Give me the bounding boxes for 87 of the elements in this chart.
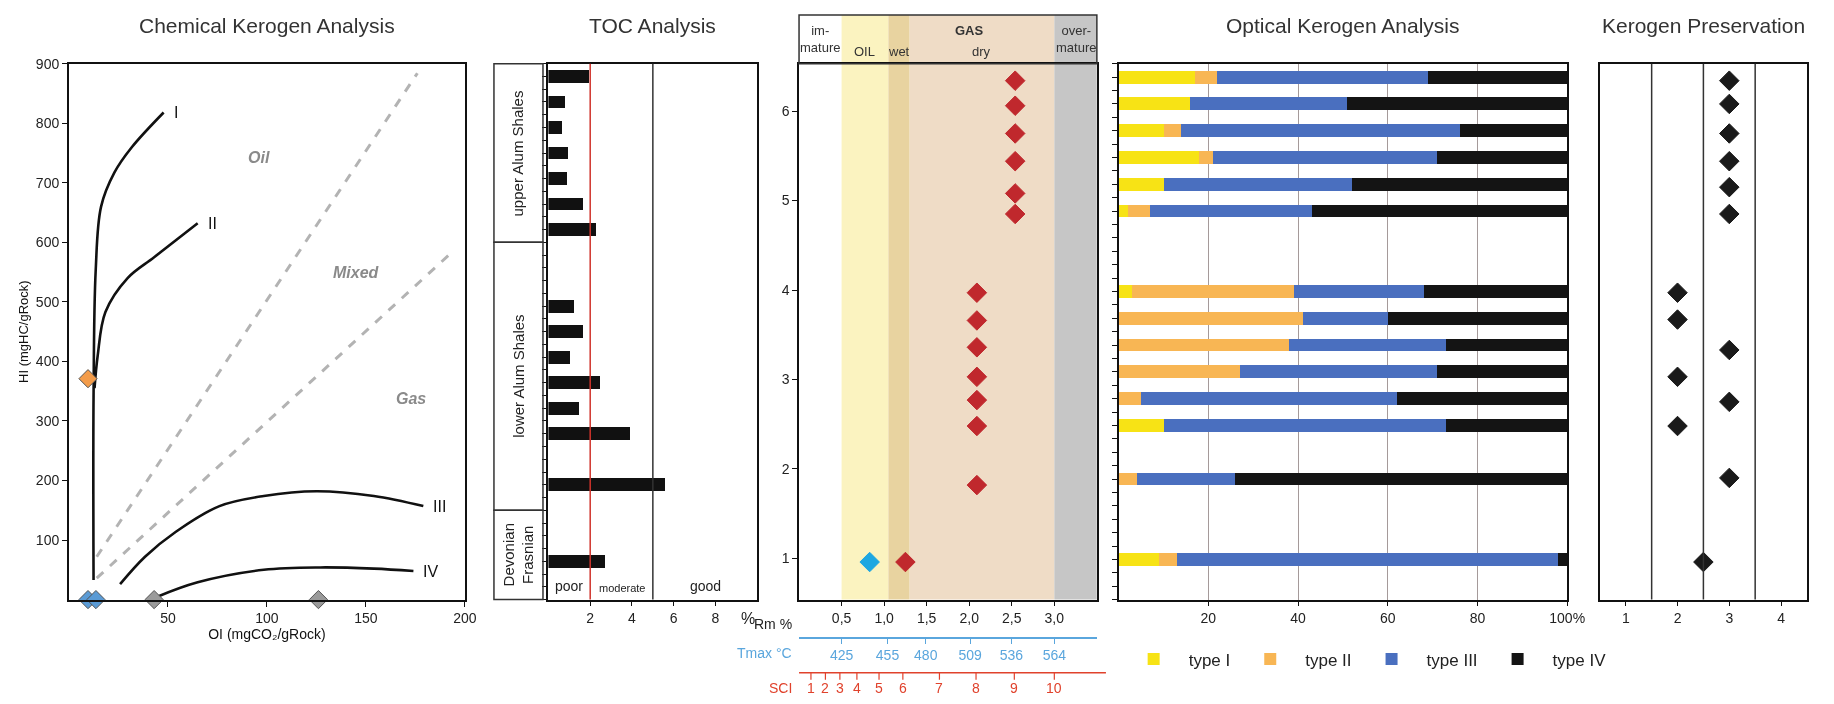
text: 10: [1046, 680, 1062, 696]
y-tick-label: 300: [35, 412, 60, 429]
text: 2: [821, 680, 829, 696]
x-tick-label: 60: [1380, 610, 1396, 627]
x2-axis-title: Tmax °C: [737, 645, 792, 661]
text: 4: [853, 680, 861, 696]
chart-title: Kerogen Preservation: [1602, 14, 1806, 37]
y-tick-label: 900: [35, 55, 60, 72]
y-tick-label: 400: [35, 353, 60, 370]
series-label: III: [433, 498, 447, 515]
x-axis-title: OI (mgCO₂/gRock): [208, 626, 326, 643]
text: 9: [1010, 680, 1018, 696]
x-tick-label: 3,0: [1044, 610, 1065, 627]
annotation: Gas: [396, 390, 427, 407]
y-tick-label: 500: [35, 293, 60, 310]
x-tick-label: 1: [1621, 610, 1630, 627]
x-tick-label: 2,5: [1002, 610, 1022, 627]
x2-tick-label: 455: [875, 647, 900, 664]
series-label: II: [208, 215, 217, 232]
annotation: good: [690, 578, 722, 594]
annotation: poor: [555, 578, 584, 594]
x-axis-title: %: [741, 610, 756, 627]
x-tick-label: 4: [628, 610, 637, 627]
y-tick-label: 200: [35, 472, 60, 489]
legend-label: type III: [1426, 650, 1478, 670]
text: 8: [972, 680, 980, 696]
x-axis-title: Rm %: [754, 616, 793, 632]
x-tick-label: 2: [586, 610, 595, 627]
x-tick-label: 8: [711, 610, 720, 627]
y-axis-title: HI (mgHC/gRock): [16, 280, 32, 383]
x-tick-label: 200: [453, 610, 477, 627]
x-tick-label: 1,0: [874, 610, 895, 627]
series-label: IV: [423, 563, 439, 580]
series-label: I: [174, 104, 179, 121]
legend-label: type IV: [1552, 650, 1607, 670]
x-tick-label: 2: [1673, 610, 1682, 627]
y-tick-label: 4: [781, 281, 790, 298]
text: SCI: [769, 680, 793, 696]
y-tick-label: 800: [35, 115, 60, 132]
x2-tick-label: 425: [829, 647, 854, 664]
y-tick-label: 2: [781, 460, 790, 477]
y-tick-label: 600: [35, 234, 60, 251]
x2-tick-label: 509: [958, 647, 983, 664]
text: GAS: [955, 23, 984, 38]
annotation: Oil: [248, 149, 270, 166]
band-label: wet: [888, 44, 910, 59]
y-tick-label: 700: [35, 174, 60, 191]
text: Devonian Frasnian: [499, 523, 537, 587]
text: lower Alum Shales: [510, 314, 528, 438]
text: 1: [807, 680, 815, 696]
y-tick-label: 3: [781, 371, 790, 388]
legend-label: type II: [1305, 650, 1352, 670]
chart-title: TOC Analysis: [589, 14, 716, 37]
chart-title: Chemical Kerogen Analysis: [139, 14, 395, 37]
chart-title: Optical Kerogen Analysis: [1226, 14, 1460, 37]
band-label: over- mature: [1056, 23, 1097, 55]
text: 3: [836, 680, 844, 696]
text: 5: [875, 680, 883, 696]
y-tick-label: 6: [781, 103, 790, 119]
x-tick-label: 100%: [1549, 610, 1586, 627]
x2-tick-label: 480: [914, 647, 938, 664]
legend-label: type I: [1188, 650, 1231, 670]
x-tick-label: 2,0: [959, 610, 980, 627]
band-label: OIL: [854, 44, 875, 59]
x-tick-label: 1,5: [916, 610, 937, 627]
y-tick-label: 1: [781, 550, 790, 567]
x-tick-label: 40: [1290, 610, 1307, 627]
annotation: Mixed: [333, 264, 380, 281]
x2-tick-label: 536: [999, 647, 1024, 664]
text: im- mature: [800, 23, 841, 55]
x-tick-label: 80: [1469, 610, 1486, 627]
text: 7: [935, 680, 943, 696]
x-tick-label: 50: [160, 610, 176, 627]
x-tick-label: 6: [669, 610, 678, 627]
text: 6: [899, 680, 907, 696]
annotation: moderate: [599, 582, 646, 594]
y-tick-label: 5: [781, 192, 790, 209]
x-tick-label: 0,5: [831, 610, 852, 627]
y-tick-label: 100: [35, 531, 60, 548]
text: upper Alum Shales: [509, 90, 527, 217]
x-tick-label: 4: [1777, 610, 1786, 627]
x2-tick-label: 564: [1042, 647, 1067, 664]
band-label: dry: [972, 44, 991, 59]
x-tick-label: 100: [255, 610, 279, 627]
x-tick-label: 150: [354, 610, 378, 627]
x-tick-label: 3: [1725, 610, 1734, 627]
x-tick-label: 20: [1200, 610, 1217, 627]
